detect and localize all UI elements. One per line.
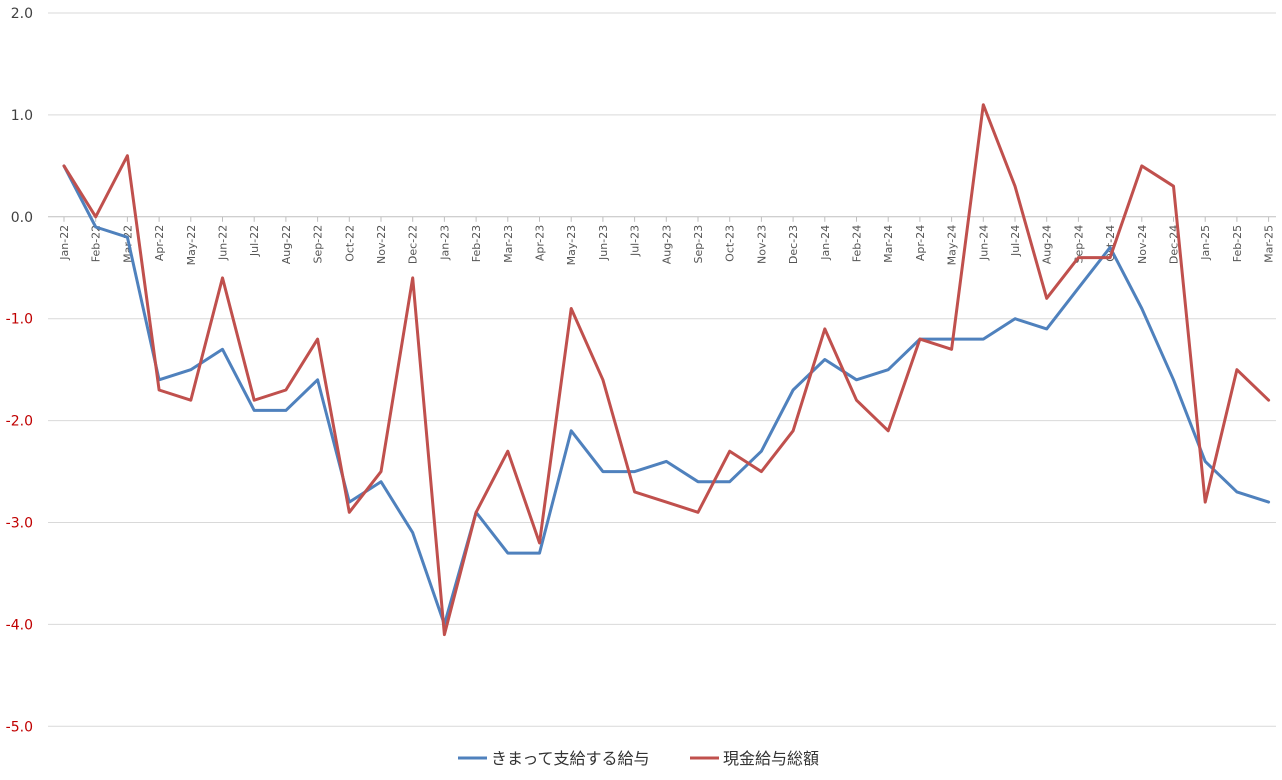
x-tick-label: Jan-22 — [58, 225, 71, 261]
x-tick-label: Jan-25 — [1199, 225, 1212, 261]
y-tick-label: -2.0 — [6, 414, 33, 430]
y-tick-label: 2.0 — [11, 6, 33, 22]
legend-label-series-1: きまって支給する給与 — [491, 749, 650, 768]
gridlines — [48, 12, 1276, 727]
y-tick-label: 1.0 — [11, 108, 33, 124]
x-tick-label: Sep-24 — [1072, 225, 1085, 264]
x-tick-label: Apr-22 — [153, 225, 166, 261]
x-tick-label: Mar-25 — [1263, 225, 1276, 263]
x-tick-label: Jun-23 — [597, 225, 610, 261]
x-tick-label: Nov-23 — [755, 225, 768, 264]
x-tick-label: Aug-22 — [280, 225, 293, 264]
x-tick-label: May-24 — [946, 225, 959, 266]
x-tick-label: Dec-22 — [407, 225, 420, 264]
series-line-2 — [62, 103, 1271, 637]
series-lines — [62, 103, 1271, 637]
x-tick-label: May-23 — [565, 225, 578, 266]
x-tick-label: Jul-22 — [248, 225, 261, 257]
y-axis: 2.0 1.0 0.0 -1.0 -2.0 -3.0 -4.0 -5.0 — [6, 6, 33, 735]
y-tick-label: -3.0 — [6, 516, 33, 532]
x-tick-label: Feb-23 — [470, 225, 483, 262]
x-tick-label: Jul-23 — [629, 225, 642, 257]
x-tick-label: Mar-23 — [502, 225, 515, 263]
series-line-1 — [62, 164, 1271, 626]
y-tick-label: -5.0 — [6, 719, 33, 735]
x-tick-label: Jan-24 — [819, 225, 832, 261]
x-tick-label: Aug-23 — [660, 225, 673, 264]
x-tick-label: Dec-23 — [787, 225, 800, 264]
x-tick-label: May-22 — [185, 225, 198, 266]
x-tick-label: Mar-24 — [882, 225, 895, 263]
x-tick-label: Jul-24 — [1009, 225, 1022, 257]
x-tick-label: Feb-24 — [851, 225, 864, 262]
x-tick-label: Nov-24 — [1136, 225, 1149, 264]
x-tick-label: Aug-24 — [1041, 225, 1054, 264]
x-tick-label: Oct-23 — [724, 225, 737, 262]
y-tick-label: -1.0 — [6, 312, 33, 328]
x-tick-label: Oct-22 — [343, 225, 356, 262]
y-tick-label: 0.0 — [11, 210, 33, 226]
x-tick-label: Feb-22 — [90, 225, 103, 262]
x-tick-label: Feb-25 — [1231, 225, 1244, 262]
x-tick-label: Nov-22 — [375, 225, 388, 264]
x-tick-label: Apr-24 — [914, 225, 927, 261]
y-tick-label: -4.0 — [6, 617, 33, 633]
x-tick-label: Jun-24 — [977, 225, 990, 261]
x-tick-label: Jan-23 — [438, 225, 451, 261]
x-tick-label: Sep-22 — [312, 225, 325, 264]
legend: きまって支給する給与 現金給与総額 — [458, 749, 819, 768]
x-tick-label: Apr-23 — [534, 225, 547, 261]
x-tick-label: Sep-23 — [692, 225, 705, 264]
legend-label-series-2: 現金給与総額 — [723, 749, 819, 768]
x-tick-label: Jun-22 — [217, 225, 230, 261]
